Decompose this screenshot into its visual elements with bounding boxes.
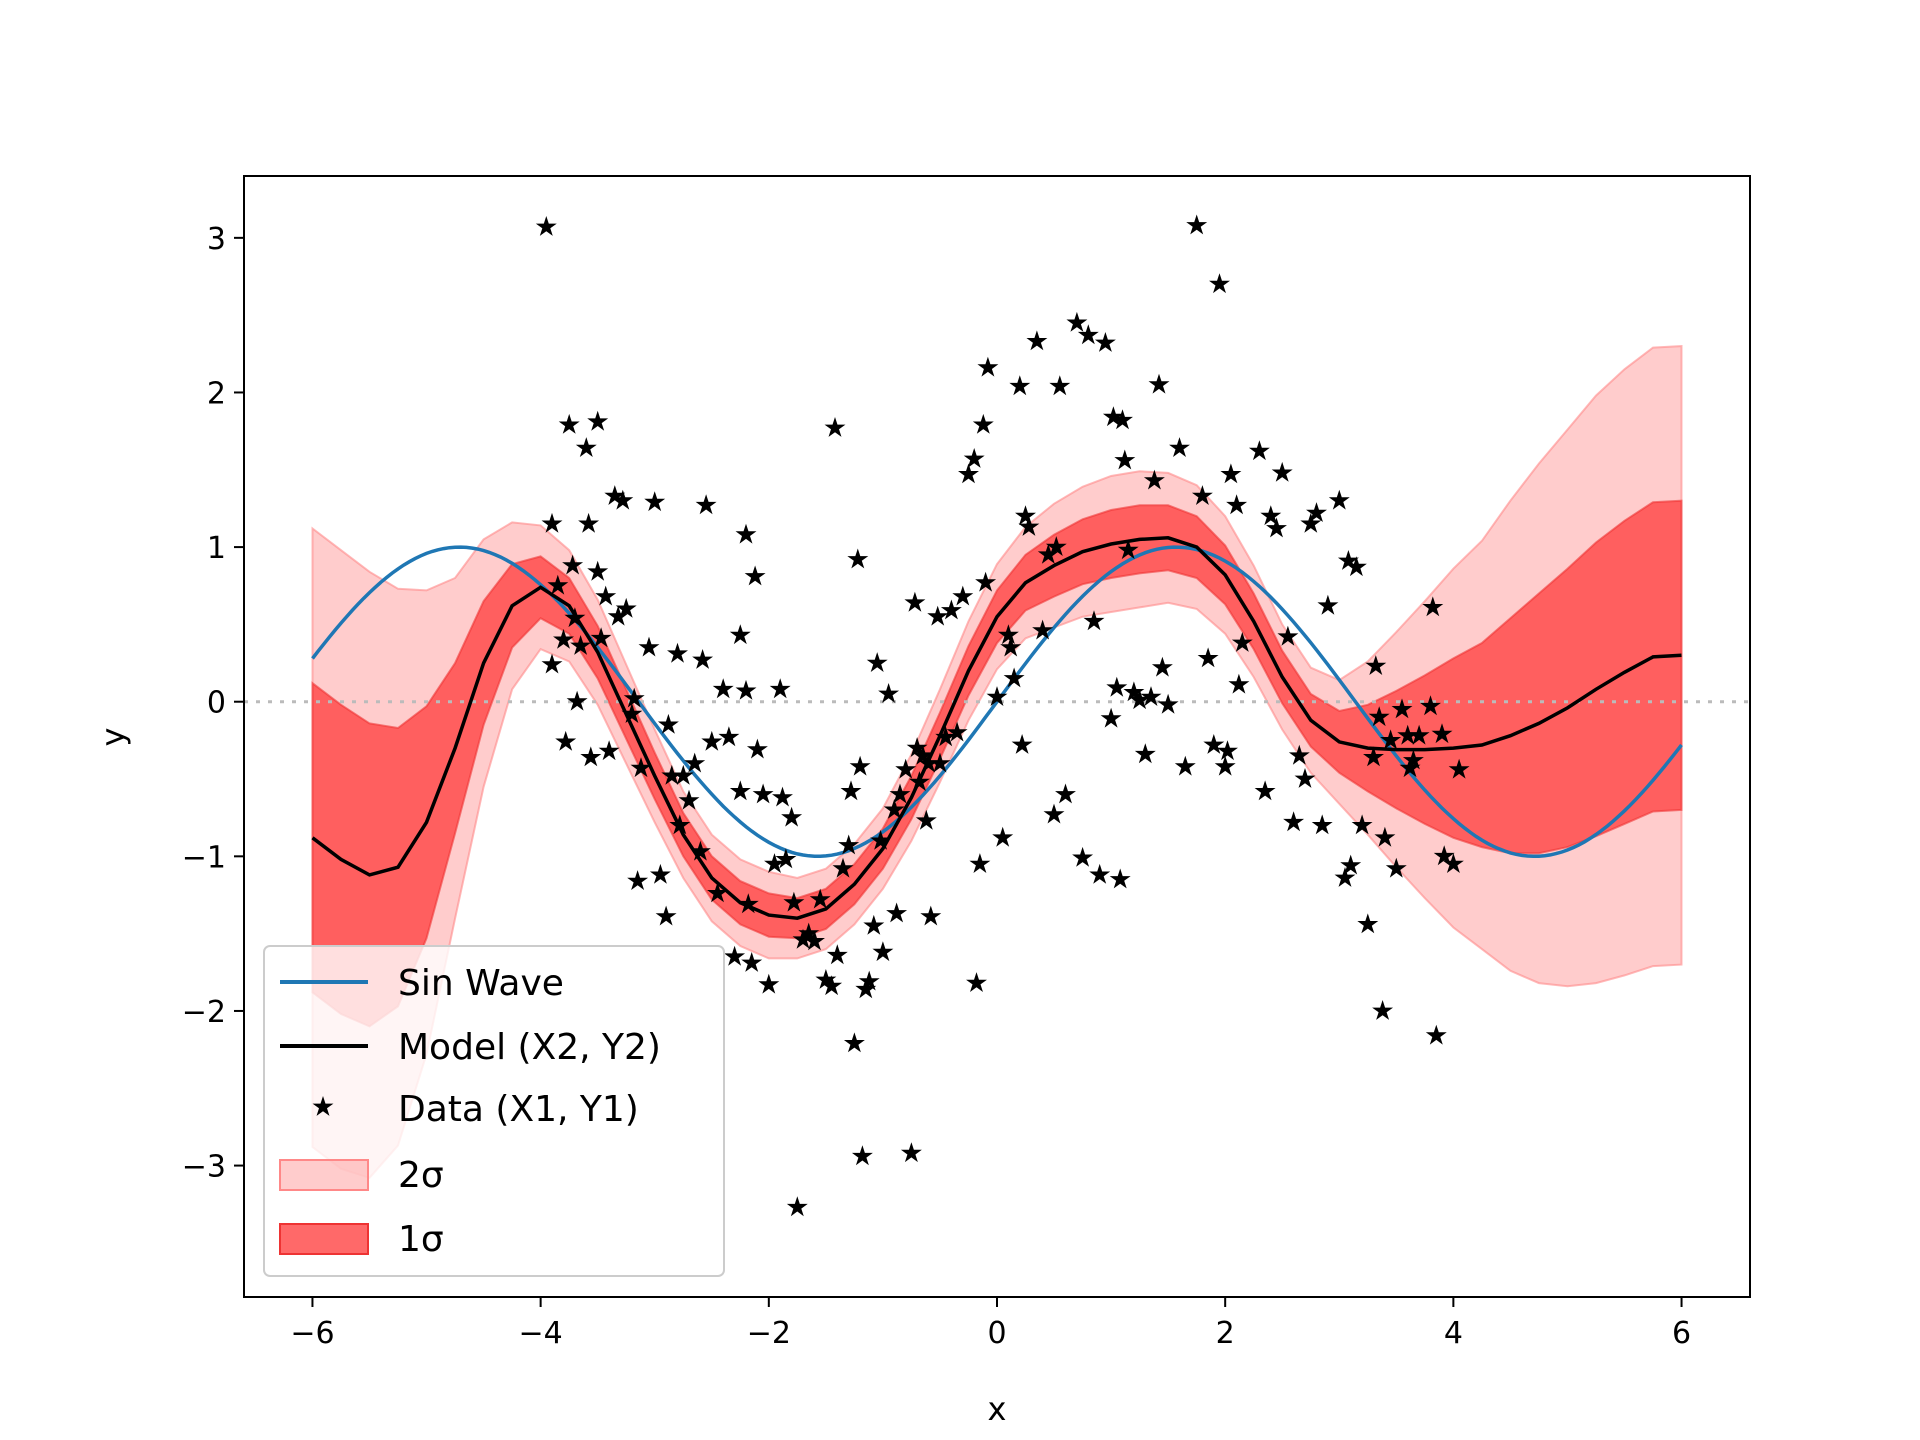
- legend-label-sin-wave: Sin Wave: [398, 963, 564, 1004]
- x-tick-label: 6: [1672, 1316, 1691, 1351]
- model-line: [311, 536, 1682, 920]
- x-tick-label: 2: [1216, 1316, 1235, 1351]
- x-tick-label: 0: [987, 1316, 1006, 1351]
- x-tick-label: −6: [290, 1316, 334, 1351]
- x-tick-label: −2: [747, 1316, 791, 1351]
- legend-label-2sigma: 2σ: [398, 1155, 444, 1196]
- y-tick-label: 0: [207, 686, 226, 721]
- legend-swatch-2sigma: [279, 1159, 369, 1191]
- x-axis-label: x: [988, 1390, 1007, 1428]
- x-tick-label: 4: [1444, 1316, 1463, 1351]
- legend-box: [263, 945, 725, 1277]
- legend: Sin Wave Model (X2, Y2) Data (X1, Y1) 2σ…: [263, 945, 725, 1277]
- x-axis: −6 −4 −2 0 2 4 6: [290, 1297, 1691, 1351]
- y-axis: −3 −2 −1 0 1 2 3: [182, 222, 244, 1185]
- plot-area: [244, 214, 1750, 1217]
- legend-label-1sigma: 1σ: [398, 1219, 444, 1260]
- y-tick-label: −1: [182, 840, 226, 875]
- y-axis-label: y: [94, 728, 132, 747]
- confidence-band-1sigma: [311, 499, 1683, 1028]
- legend-label-data: Data (X1, Y1): [398, 1089, 639, 1130]
- y-tick-label: 1: [207, 531, 226, 566]
- y-tick-label: −2: [182, 995, 226, 1030]
- y-tick-label: −3: [182, 1150, 226, 1185]
- legend-swatch-1sigma: [279, 1223, 369, 1255]
- y-tick-label: 2: [207, 376, 226, 411]
- x-tick-label: −4: [519, 1316, 563, 1351]
- legend-label-model: Model (X2, Y2): [398, 1027, 661, 1068]
- y-tick-label: 3: [207, 222, 226, 257]
- sin-wave-line: [311, 545, 1683, 859]
